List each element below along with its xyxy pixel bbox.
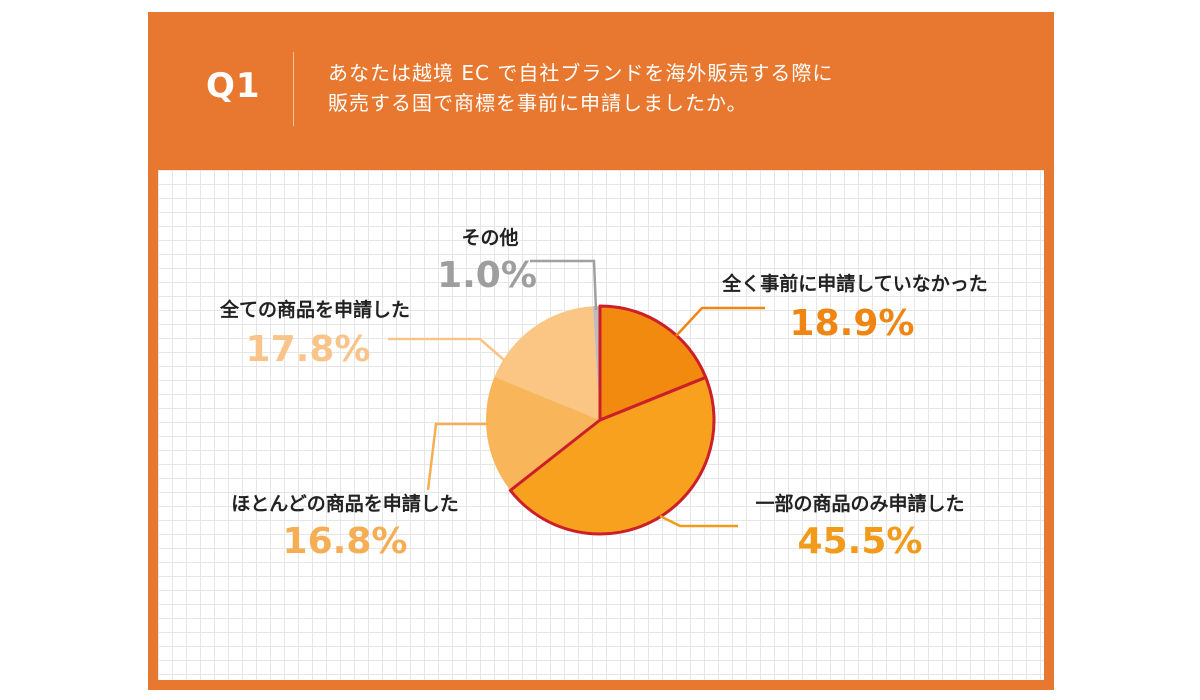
pie-slice-not-applied bbox=[600, 306, 706, 420]
pie-slice-other bbox=[592, 305, 600, 420]
slice-value-mostly-applied: 16.8% bbox=[283, 521, 408, 562]
question-line-1: あなたは越境 EC で自社ブランドを海外販売する際に bbox=[328, 61, 834, 85]
leader-line-other bbox=[530, 259, 598, 311]
header-divider bbox=[293, 52, 294, 126]
slice-value-all-applied: 17.8% bbox=[246, 329, 371, 370]
question-text: あなたは越境 EC で自社ブランドを海外販売する際に 販売する国で商標を事前に申… bbox=[328, 58, 833, 118]
leader-line-partially-applied bbox=[659, 514, 738, 528]
pie-slice-partially-applied bbox=[510, 377, 715, 535]
slice-value-other: 1.0% bbox=[437, 255, 537, 296]
leader-line-all-applied bbox=[388, 337, 505, 361]
slice-label-not-applied: 全く事前に申請していなかった bbox=[721, 272, 987, 295]
leader-line-not-applied bbox=[675, 306, 765, 337]
pie-slice-outline-not-applied bbox=[598, 304, 708, 422]
leader-line-mostly-applied bbox=[426, 422, 488, 491]
slice-label-all-applied: 全ての商品を申請した bbox=[219, 298, 410, 321]
pie-slice-outline-partially-applied bbox=[508, 375, 716, 536]
question-line-2: 販売する国で商標を事前に申請しましたか。 bbox=[328, 91, 748, 115]
pie-slice-all-applied bbox=[494, 306, 600, 420]
slice-value-partially-applied: 45.5% bbox=[798, 521, 923, 562]
slice-label-mostly-applied: ほとんどの商品を申請した bbox=[231, 492, 458, 515]
question-number: Q1 bbox=[206, 66, 261, 106]
pie-slice-mostly-applied bbox=[485, 376, 600, 491]
slice-label-other: その他 bbox=[461, 226, 518, 249]
slice-value-not-applied: 18.9% bbox=[790, 303, 915, 344]
slice-label-partially-applied: 一部の商品のみ申請した bbox=[755, 492, 964, 515]
